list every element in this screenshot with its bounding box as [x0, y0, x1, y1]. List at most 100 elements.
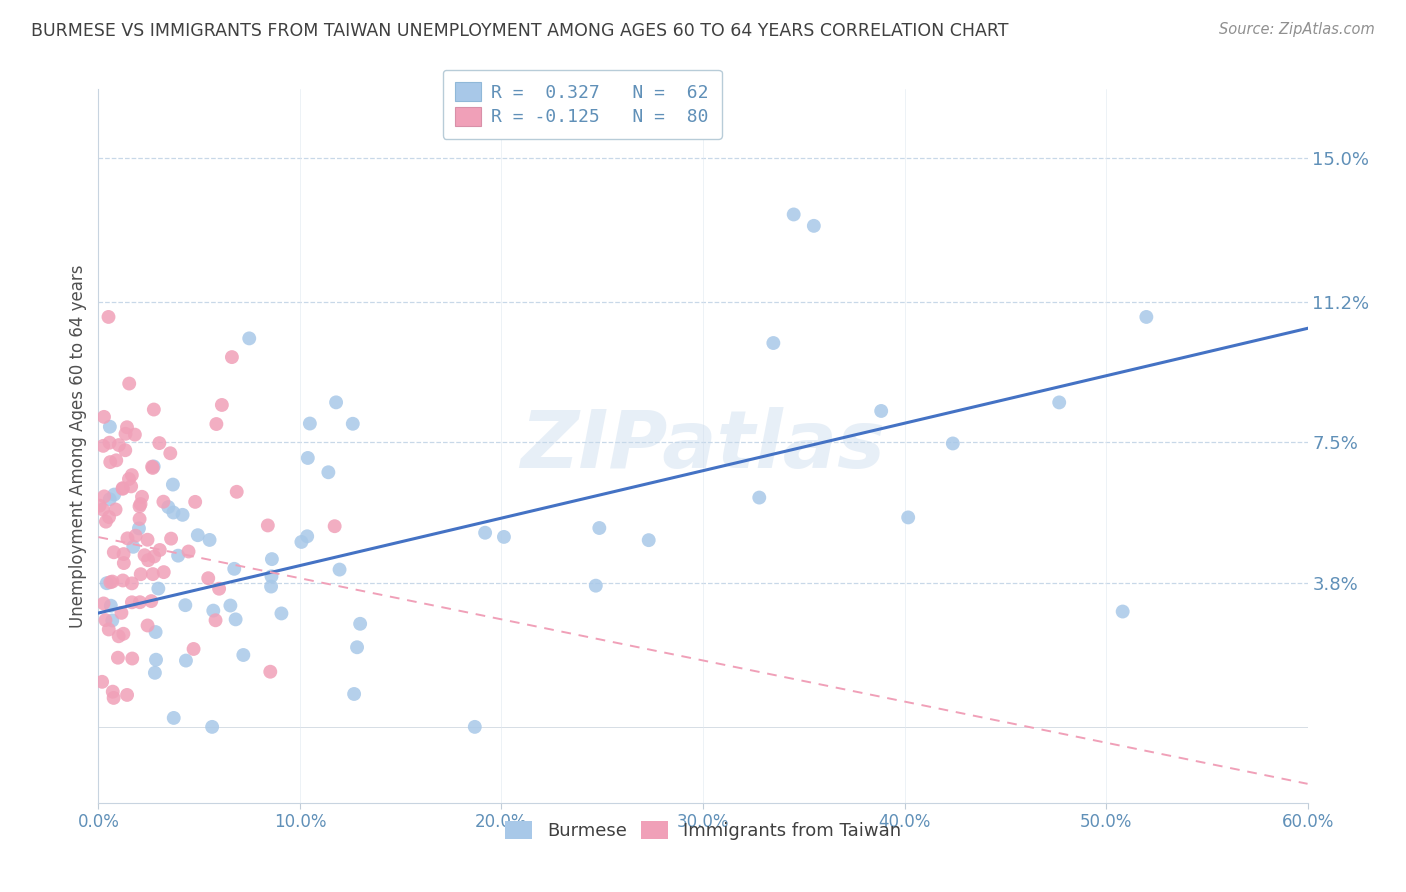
- Point: [136, 533, 159, 547]
- Point: [97, 623, 120, 637]
- Point: [128, 500, 150, 514]
- Point: [637, 533, 659, 548]
- Point: [145, 625, 167, 640]
- Point: [98, 455, 121, 469]
- Point: [142, 461, 165, 475]
- Point: [1047, 395, 1070, 409]
- Point: [224, 562, 246, 576]
- Point: [111, 481, 134, 495]
- Point: [172, 508, 194, 522]
- Point: [129, 497, 152, 511]
- Point: [104, 502, 127, 516]
- Point: [184, 495, 207, 509]
- Point: [187, 528, 209, 542]
- Point: [204, 613, 226, 627]
- Point: [163, 711, 186, 725]
- Point: [115, 688, 138, 702]
- Point: [136, 553, 159, 567]
- Point: [142, 459, 165, 474]
- Point: [134, 548, 156, 562]
- Point: [97, 310, 120, 324]
- Point: [107, 629, 129, 643]
- Point: [211, 398, 233, 412]
- Point: [198, 533, 221, 547]
- Point: [492, 530, 515, 544]
- Point: [100, 599, 122, 613]
- Point: [232, 648, 254, 662]
- Point: [225, 484, 247, 499]
- Point: [762, 336, 785, 351]
- Point: [101, 574, 124, 589]
- Point: [117, 532, 139, 546]
- Point: [783, 207, 806, 221]
- Point: [260, 569, 283, 583]
- Point: [290, 535, 312, 549]
- Point: [128, 512, 150, 526]
- Point: [89, 499, 111, 513]
- Point: [143, 665, 166, 680]
- Point: [346, 640, 368, 655]
- Point: [159, 446, 181, 460]
- Point: [114, 443, 136, 458]
- Point: [177, 544, 200, 558]
- Point: [585, 579, 607, 593]
- Point: [112, 547, 135, 561]
- Point: [103, 690, 125, 705]
- Point: [149, 543, 172, 558]
- Point: [131, 490, 153, 504]
- Point: [942, 436, 965, 450]
- Point: [121, 651, 143, 665]
- Point: [141, 594, 163, 608]
- Point: [162, 477, 184, 491]
- Point: [183, 642, 205, 657]
- Point: [93, 489, 115, 503]
- Point: [803, 219, 825, 233]
- Point: [148, 582, 170, 596]
- Point: [318, 465, 340, 479]
- Point: [167, 549, 190, 563]
- Point: [114, 426, 136, 441]
- Point: [111, 482, 134, 496]
- Point: [98, 575, 121, 590]
- Point: [108, 438, 131, 452]
- Point: [295, 529, 318, 543]
- Point: [202, 604, 225, 618]
- Point: [208, 582, 231, 596]
- Point: [98, 435, 121, 450]
- Point: [91, 439, 114, 453]
- Text: ZIPatlas: ZIPatlas: [520, 407, 886, 485]
- Point: [120, 479, 142, 493]
- Point: [124, 529, 146, 543]
- Point: [349, 616, 371, 631]
- Point: [143, 549, 166, 564]
- Point: [124, 427, 146, 442]
- Point: [142, 402, 165, 417]
- Point: [141, 459, 163, 474]
- Point: [157, 500, 180, 514]
- Text: BURMESE VS IMMIGRANTS FROM TAIWAN UNEMPLOYMENT AMONG AGES 60 TO 64 YEARS CORRELA: BURMESE VS IMMIGRANTS FROM TAIWAN UNEMPL…: [31, 22, 1008, 40]
- Point: [270, 607, 292, 621]
- Point: [121, 576, 143, 591]
- Point: [105, 453, 128, 467]
- Point: [174, 654, 197, 668]
- Point: [323, 519, 346, 533]
- Point: [1135, 310, 1157, 324]
- Point: [152, 494, 174, 508]
- Point: [103, 487, 125, 501]
- Point: [118, 472, 141, 486]
- Point: [94, 515, 117, 529]
- Point: [201, 720, 224, 734]
- Point: [128, 595, 150, 609]
- Point: [1111, 605, 1133, 619]
- Point: [329, 563, 352, 577]
- Point: [225, 612, 247, 626]
- Point: [342, 417, 364, 431]
- Point: [112, 556, 135, 570]
- Point: [101, 614, 124, 628]
- Point: [128, 521, 150, 535]
- Point: [98, 510, 121, 524]
- Point: [197, 571, 219, 585]
- Point: [98, 492, 121, 507]
- Point: [93, 409, 115, 424]
- Point: [111, 574, 134, 588]
